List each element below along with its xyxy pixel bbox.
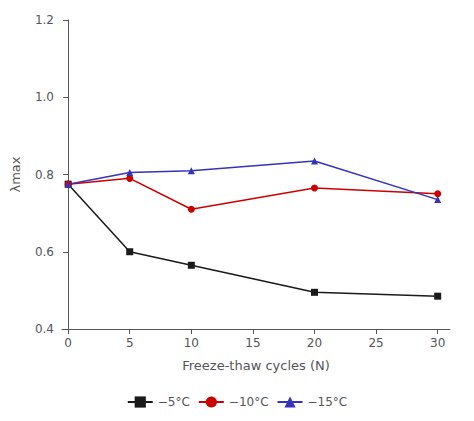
svg-text:−5°C: −5°C (158, 395, 190, 409)
svg-text:5: 5 (126, 336, 134, 350)
svg-text:λmax: λmax (8, 156, 23, 192)
svg-text:0.4: 0.4 (35, 322, 54, 336)
svg-text:0.6: 0.6 (35, 245, 54, 259)
svg-text:0.8: 0.8 (35, 168, 54, 182)
svg-text:30: 30 (430, 336, 445, 350)
svg-text:−15°C: −15°C (308, 395, 348, 409)
svg-text:10: 10 (184, 336, 199, 350)
svg-text:Freeze-thaw cycles (N): Freeze-thaw cycles (N) (182, 358, 330, 373)
svg-text:0: 0 (64, 336, 72, 350)
svg-text:1.2: 1.2 (35, 13, 54, 27)
svg-text:25: 25 (368, 336, 383, 350)
svg-text:20: 20 (307, 336, 322, 350)
svg-text:15: 15 (245, 336, 260, 350)
svg-text:−10°C: −10°C (229, 395, 269, 409)
svg-text:1.0: 1.0 (35, 90, 54, 104)
